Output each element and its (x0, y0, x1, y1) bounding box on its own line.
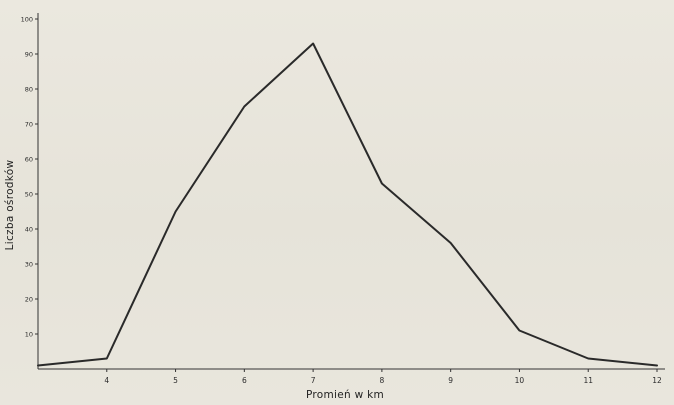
y-axis-label: Liczba ośrodków (4, 160, 16, 251)
x-tick-label: 11 (583, 376, 593, 385)
y-tick-label: 90 (25, 51, 33, 59)
y-tick-label: 10 (25, 331, 33, 339)
x-tick-label: 4 (104, 376, 109, 385)
y-tick-label: 100 (21, 16, 33, 24)
y-tick-label: 40 (25, 226, 33, 234)
x-tick-label: 10 (515, 376, 525, 385)
x-tick-label: 7 (311, 376, 316, 385)
y-tick-label: 60 (25, 156, 33, 164)
y-tick-label: 80 (25, 86, 33, 94)
x-tick-label: 9 (448, 376, 453, 385)
y-tick-label: 20 (25, 296, 33, 304)
x-tick-group: 4 5 6 7 8 9 10 11 12 (104, 369, 662, 385)
y-tick-label: 30 (25, 261, 33, 269)
x-tick-label: 8 (379, 376, 384, 385)
x-tick-label: 12 (652, 376, 662, 385)
x-tick-label: 5 (173, 376, 178, 385)
y-tick-label: 50 (25, 191, 33, 199)
x-axis-label: Promień w km (306, 389, 384, 401)
series-line (37, 42, 658, 367)
y-tick-label: 70 (25, 121, 33, 129)
x-tick-label: 6 (242, 376, 247, 385)
y-tick-group: 10 20 30 40 50 60 70 80 90 100 (21, 16, 38, 339)
